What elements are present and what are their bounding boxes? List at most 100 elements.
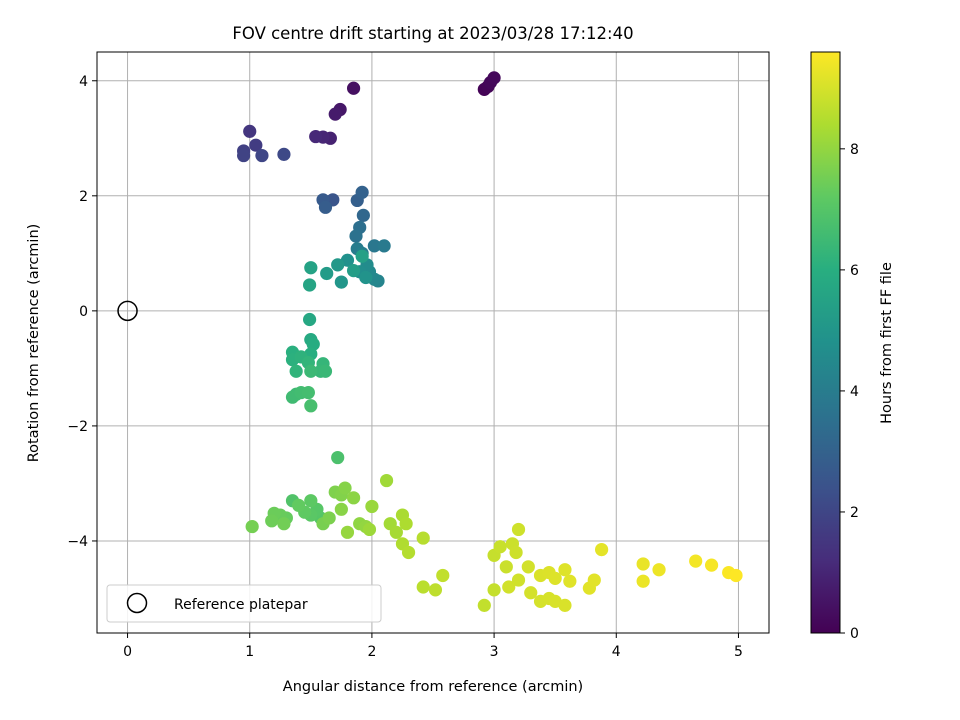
data-point — [346, 263, 361, 278]
data-point — [636, 574, 650, 588]
data-point — [289, 364, 303, 378]
data-point — [245, 519, 259, 534]
data-point — [302, 312, 317, 327]
y-tick-label: 4 — [79, 74, 88, 90]
data-point — [243, 124, 257, 138]
data-point — [304, 399, 318, 413]
data-point — [265, 514, 279, 528]
data-point — [334, 502, 348, 516]
data-point — [237, 148, 251, 163]
y-tick-label: 2 — [79, 189, 88, 205]
data-point — [365, 499, 379, 514]
data-point — [309, 129, 323, 144]
data-point — [301, 385, 315, 400]
data-point — [356, 208, 370, 222]
data-point — [416, 531, 430, 545]
data-point — [328, 107, 342, 121]
data-point — [636, 557, 650, 571]
data-point — [652, 563, 666, 577]
data-point — [340, 253, 355, 267]
data-point — [346, 491, 361, 505]
y-tick-label: 0 — [79, 304, 88, 320]
data-point — [355, 185, 369, 199]
colorbar-tick-label: 4 — [850, 384, 859, 400]
data-point — [362, 522, 377, 537]
data-point — [729, 568, 743, 583]
x-axis-label: Angular distance from reference (arcmin) — [283, 679, 583, 695]
x-tick-label: 0 — [123, 644, 132, 660]
data-point — [346, 81, 361, 95]
data-point — [401, 545, 416, 560]
legend-box — [106, 584, 382, 623]
data-point — [379, 473, 394, 488]
colorbar-label: Hours from first FF file — [879, 262, 895, 424]
y-axis-ticks: −4 −2 0 2 4 — [67, 74, 97, 550]
data-point — [304, 494, 318, 508]
data-point — [524, 586, 538, 600]
data-point — [548, 571, 562, 585]
data-point — [704, 558, 719, 572]
data-point — [499, 560, 513, 574]
data-point — [493, 540, 507, 554]
data-point — [377, 239, 391, 253]
data-point — [349, 229, 363, 243]
data-point — [511, 573, 526, 587]
chart-title: FOV centre drift starting at 2023/03/28 … — [232, 24, 633, 43]
data-point — [689, 554, 703, 568]
data-point — [340, 525, 355, 539]
data-point — [277, 517, 291, 531]
data-point — [355, 249, 369, 263]
data-points — [237, 71, 743, 612]
plot-frame — [96, 51, 770, 634]
data-point — [334, 275, 348, 289]
reference-platepar-marker — [117, 300, 138, 322]
legend-marker — [126, 592, 148, 614]
x-tick-label: 2 — [367, 644, 376, 660]
y-tick-label: −2 — [67, 419, 88, 435]
colorbar-ticks: 0 2 4 6 8 — [840, 142, 859, 642]
x-tick-label: 5 — [734, 644, 743, 660]
data-point — [322, 511, 336, 525]
data-point — [331, 258, 345, 272]
grid — [97, 52, 769, 633]
y-axis-label: Rotation from reference (arcmin) — [26, 224, 42, 463]
data-point — [255, 148, 269, 163]
data-point — [304, 261, 318, 275]
colorbar-tick-label: 6 — [850, 263, 859, 279]
data-point — [595, 542, 609, 557]
data-point — [487, 583, 501, 597]
x-tick-label: 1 — [245, 644, 254, 660]
x-tick-label: 3 — [490, 644, 499, 660]
data-point — [320, 266, 334, 281]
legend-label: Reference platepar — [174, 597, 308, 613]
data-point — [249, 138, 263, 152]
legend: Reference platepar — [106, 584, 382, 623]
data-point — [416, 580, 430, 594]
data-point — [587, 573, 601, 587]
data-point — [502, 580, 516, 594]
data-point — [318, 200, 333, 214]
data-point — [511, 522, 526, 537]
data-point — [428, 583, 443, 597]
colorbar-tick-label: 0 — [850, 626, 859, 642]
data-point — [277, 147, 291, 161]
y-tick-label: −4 — [67, 534, 88, 550]
data-point — [558, 563, 572, 577]
data-point — [487, 71, 501, 85]
data-point — [558, 598, 572, 612]
colorbar-tick-label: 8 — [850, 142, 859, 158]
data-point — [331, 450, 345, 465]
data-point — [563, 574, 577, 588]
data-point — [399, 517, 413, 531]
data-point — [304, 364, 318, 378]
data-point — [318, 364, 333, 378]
data-point — [302, 278, 317, 292]
x-tick-label: 4 — [612, 644, 621, 660]
data-point — [436, 568, 450, 583]
x-axis-ticks: 0 1 2 3 4 5 — [123, 633, 743, 660]
colorbar-tick-label: 2 — [850, 505, 859, 521]
data-point — [338, 481, 352, 495]
colorbar: 0 2 4 6 8 Hours from first FF file — [810, 51, 895, 642]
data-point — [477, 598, 491, 612]
